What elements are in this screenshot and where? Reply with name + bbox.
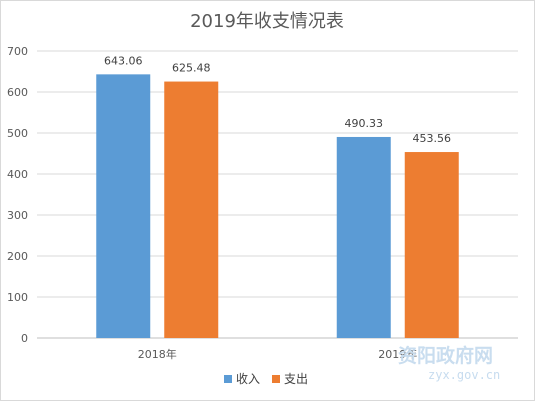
y-tick-label: 400 xyxy=(7,168,28,181)
data-label: 453.56 xyxy=(413,132,452,145)
bar-支出 xyxy=(404,152,459,338)
data-labels: 643.06 625.48 490.33 453.56 xyxy=(104,54,451,145)
y-tick-label: 100 xyxy=(7,291,28,304)
bar-收入 xyxy=(336,136,391,338)
x-axis: 2018年 2019年 xyxy=(138,347,418,361)
legend-swatch xyxy=(224,375,232,383)
legend-label: 支出 xyxy=(284,372,308,386)
bar-收入 xyxy=(96,74,151,338)
x-tick-label: 2019年 xyxy=(378,347,417,361)
watermark: 资阳政府网 zyx.gov.cn xyxy=(398,344,500,382)
x-tick-label: 2018年 xyxy=(138,347,177,361)
watermark-name: 资阳政府网 xyxy=(398,344,493,367)
watermark-url: zyx.gov.cn xyxy=(428,368,500,382)
bars xyxy=(96,74,459,339)
legend-swatch xyxy=(272,375,280,383)
legend: 收入 支出 xyxy=(224,372,308,386)
y-tick-label: 300 xyxy=(7,209,28,222)
data-label: 625.48 xyxy=(172,62,211,75)
chart-title: 2019年收支情况表 xyxy=(190,11,344,32)
bar-支出 xyxy=(164,81,219,339)
y-tick-label: 600 xyxy=(7,86,28,99)
y-tick-label: 0 xyxy=(21,332,28,345)
data-label: 643.06 xyxy=(104,54,143,67)
legend-label: 收入 xyxy=(236,372,260,386)
data-label: 490.33 xyxy=(345,117,384,130)
y-tick-label: 500 xyxy=(7,127,28,140)
y-tick-label: 200 xyxy=(7,250,28,263)
y-tick-label: 700 xyxy=(7,45,28,58)
y-axis: 0 100 200 300 400 500 600 700 xyxy=(7,45,28,345)
